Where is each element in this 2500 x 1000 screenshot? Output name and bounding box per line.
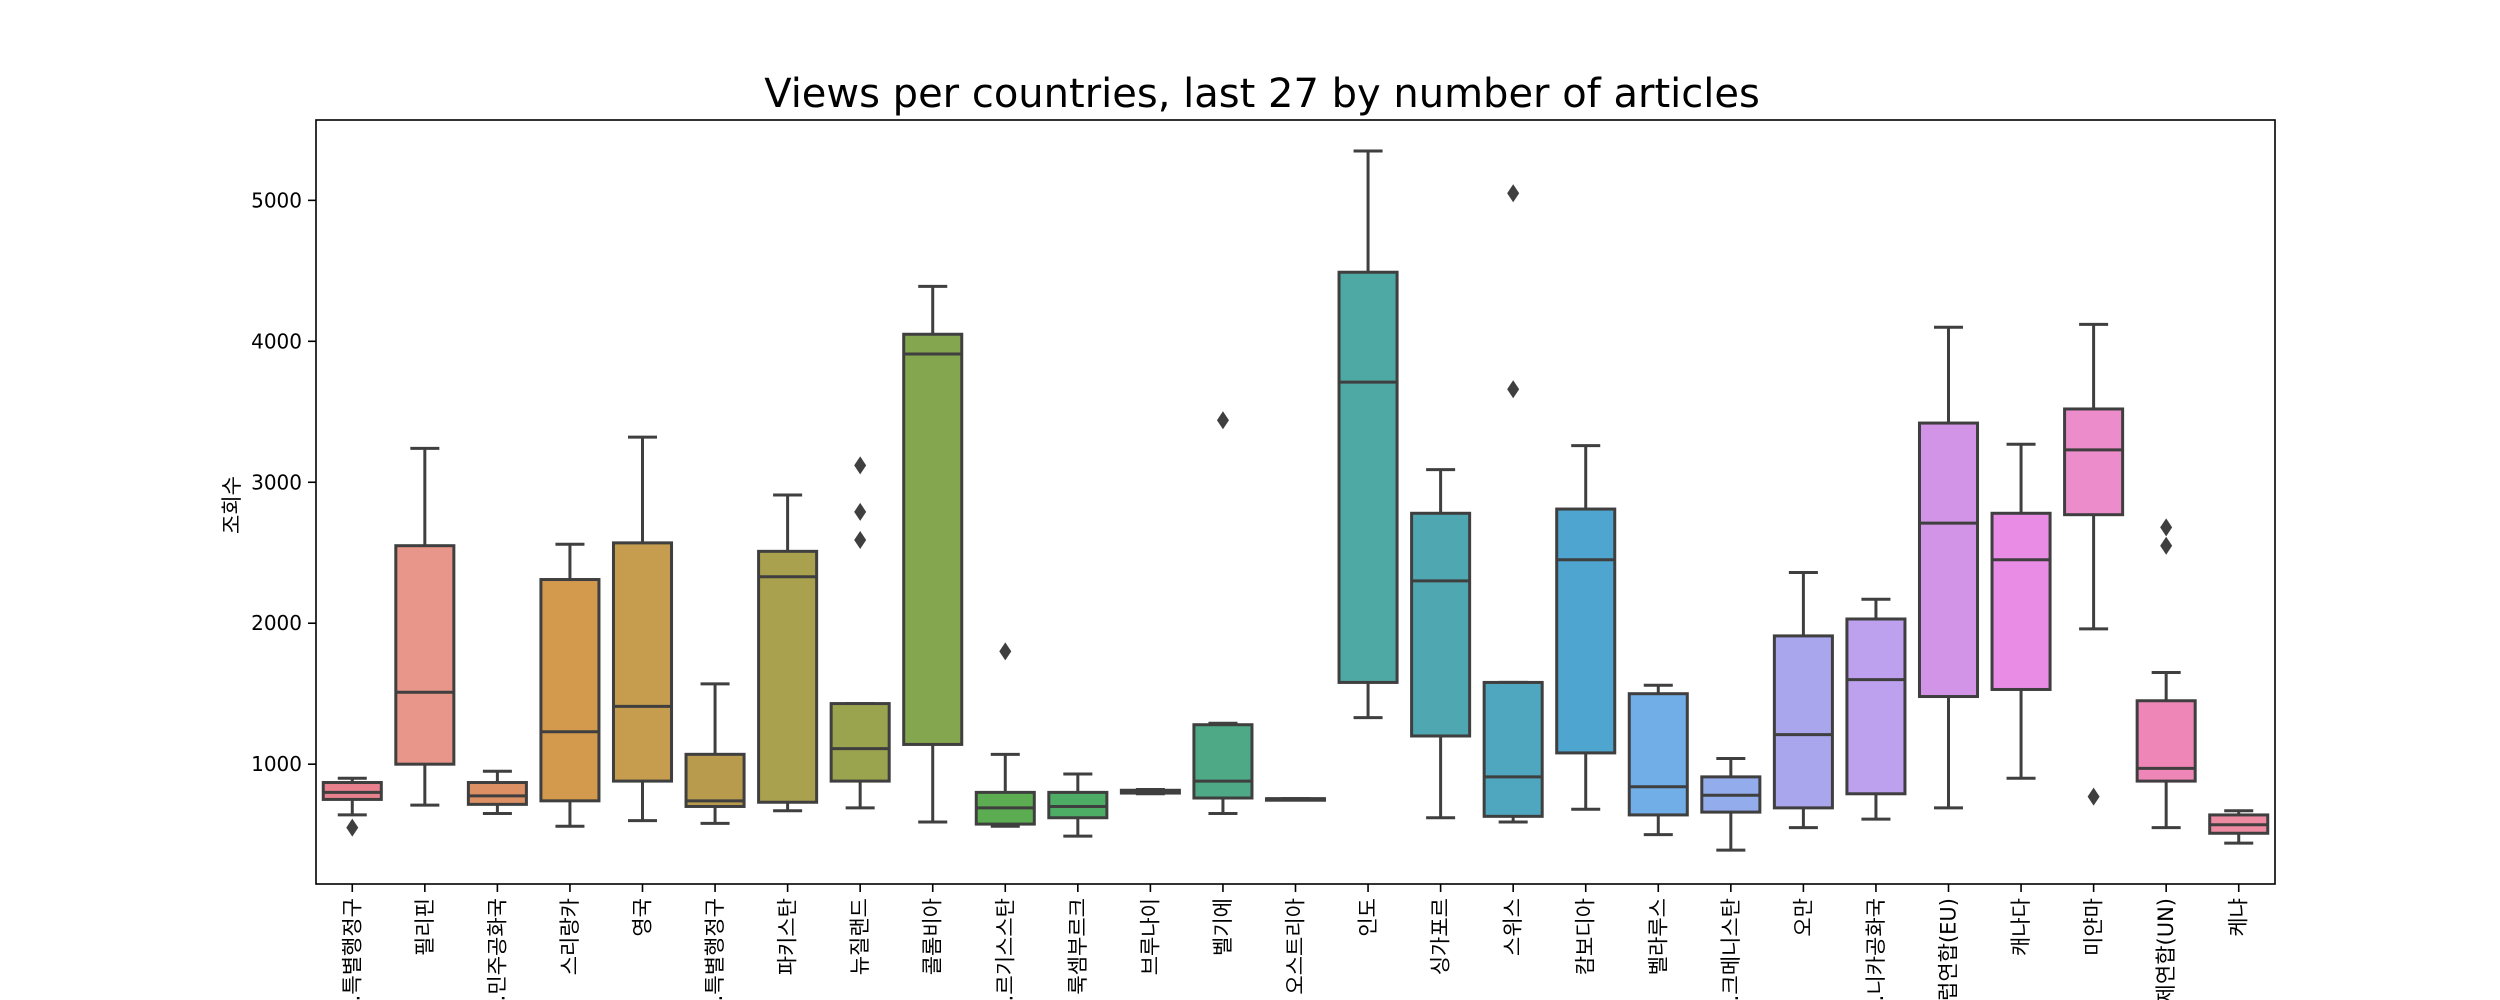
y-tick-label: 3000 [251, 470, 302, 494]
box [684, 752, 746, 808]
x-tick-label: …니카공화국 [1864, 898, 1888, 1000]
outlier-point [2160, 518, 2173, 537]
outlier-point [2087, 787, 2100, 806]
box [394, 544, 456, 766]
x-tick-label: 벨기에 [1211, 898, 1235, 956]
x-tick-label: 캄보디아 [1574, 898, 1598, 975]
x-tick-label: 뉴질랜드 [848, 898, 872, 975]
y-axis-label: 조회수 [220, 476, 244, 534]
x-tick-label: …크메니스탄 [1719, 898, 1743, 1000]
box [829, 702, 891, 783]
outlier-point [999, 642, 1012, 661]
outlier-point [1507, 184, 1520, 203]
y-tick-label: 2000 [251, 611, 302, 635]
x-tick-label: …제연합(UN) [2154, 898, 2178, 1000]
x-tick-label: 스위스 [1501, 898, 1525, 956]
box [539, 578, 601, 803]
y-tick-label: 1000 [251, 752, 302, 776]
box [1337, 270, 1399, 684]
x-tick-label: 스리랑카 [558, 898, 582, 975]
box [1627, 692, 1689, 817]
x-tick-label: …럽연합(EU) [1937, 898, 1961, 1000]
x-tick-label: 오만 [1791, 898, 1815, 937]
x-tick-label: …르기스스탄 [993, 898, 1017, 1000]
x-tick-label: 브루나이 [1138, 898, 1162, 975]
outlier-point [854, 456, 867, 475]
chart-title: Views per countries, last 27 by number o… [764, 71, 1760, 117]
box [1990, 511, 2052, 691]
x-tick-label: …민주공화국 [485, 898, 509, 1000]
x-tick-label: 영국 [631, 898, 655, 937]
box [1917, 421, 1980, 699]
x-tick-label: 룩셈부르크 [1066, 898, 1090, 995]
y-tick-label: 4000 [251, 329, 302, 353]
x-tick-label: 케냐 [2227, 898, 2251, 937]
x-tick-label: 콜롬비아 [921, 898, 945, 975]
y-tick-label: 5000 [251, 188, 302, 212]
outlier-point [2160, 536, 2173, 555]
x-tick-label: 캐나다 [2009, 898, 2033, 956]
box [1410, 511, 1472, 738]
x-tick-label: 오스트리아 [1284, 898, 1308, 995]
box [611, 541, 674, 783]
x-tick-label: …특별행정구 [703, 898, 727, 1000]
box [757, 549, 819, 804]
outlier-point [1507, 380, 1520, 399]
box [2063, 407, 2125, 517]
outlier-point [1216, 411, 1229, 430]
x-tick-label: …특별행정구 [340, 898, 364, 1000]
box [1845, 617, 1907, 796]
box [1772, 634, 1834, 810]
x-tick-label: 파키스탄 [776, 898, 800, 975]
box [902, 332, 964, 746]
outlier-point [346, 818, 359, 837]
x-tick-label: 벨라루스 [1646, 898, 1670, 975]
x-tick-label: 필리핀 [413, 898, 437, 956]
box [1192, 723, 1254, 800]
box [1482, 680, 1544, 818]
x-tick-label: 싱가포르 [1429, 898, 1453, 975]
box [1555, 507, 1617, 755]
box [466, 781, 528, 806]
outlier-point [854, 502, 867, 521]
plot-frame [315, 119, 2276, 885]
x-tick-label: 미얀마 [2082, 898, 2106, 956]
x-tick-label: 인도 [1356, 898, 1380, 937]
outlier-point [854, 531, 867, 550]
